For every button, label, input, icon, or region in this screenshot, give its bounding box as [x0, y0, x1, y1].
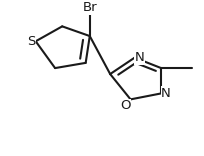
Text: Br: Br [82, 1, 97, 15]
Text: S: S [27, 35, 36, 48]
Text: O: O [120, 99, 131, 112]
Text: N: N [135, 51, 144, 64]
Text: N: N [161, 87, 171, 100]
